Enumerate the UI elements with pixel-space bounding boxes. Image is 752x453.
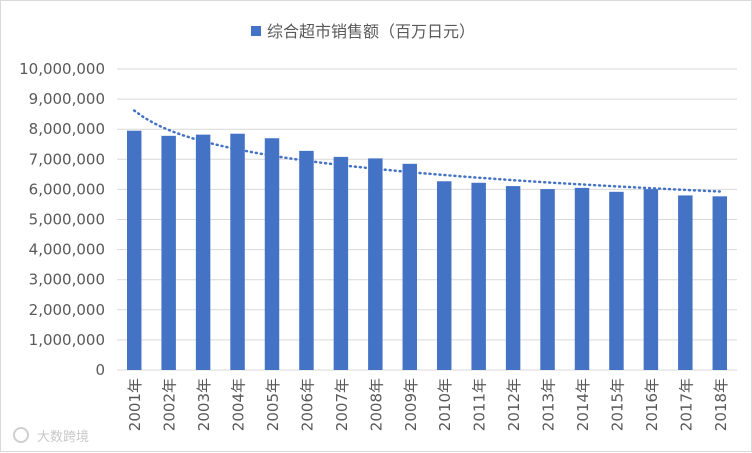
y-tick-label: 8,000,000 — [29, 120, 105, 138]
x-tick-label: 2016年 — [643, 378, 661, 431]
legend-swatch — [251, 26, 261, 36]
x-tick-label: 2001年 — [126, 378, 144, 431]
y-tick-label: 3,000,000 — [29, 271, 105, 289]
x-tick-label: 2012年 — [505, 378, 523, 431]
y-axis-ticks: 0 1,000,000 2,000,000 3,000,000 4,000,000 5,0… — [19, 60, 105, 379]
x-tick-label: 2013年 — [540, 378, 558, 431]
x-tick-label: 2017年 — [677, 378, 695, 431]
bar — [402, 163, 418, 370]
y-tick-label: 9,000,000 — [29, 90, 105, 108]
bar — [195, 134, 211, 370]
y-tick-label: 2,000,000 — [29, 301, 105, 319]
bar — [333, 156, 349, 370]
bar — [505, 186, 521, 370]
bar — [609, 191, 624, 370]
x-tick-label: 2014年 — [574, 378, 592, 431]
x-tick-label: 2006年 — [298, 378, 316, 431]
x-tick-label: 2009年 — [402, 378, 420, 431]
watermark-text: 大数跨境 — [37, 430, 89, 445]
y-tick-label: 5,000,000 — [29, 211, 105, 229]
bar — [712, 196, 728, 370]
x-tick-label: 2015年 — [608, 378, 626, 431]
x-axis-ticks: 2001年 2002年 2003年 2004年 2005年 2006年 2007年 2008年… — [126, 378, 730, 431]
bars — [126, 130, 728, 370]
x-tick-label: 2011年 — [471, 378, 489, 431]
bar — [436, 181, 452, 370]
bar — [161, 135, 176, 370]
gridlines — [117, 68, 737, 371]
bar — [230, 133, 245, 370]
trendline — [132, 109, 722, 193]
bar — [540, 189, 555, 370]
x-tick-label: 2004年 — [230, 378, 248, 431]
bar — [368, 158, 383, 370]
y-tick-label: 6,000,000 — [29, 180, 105, 198]
x-tick-label: 2002年 — [161, 378, 179, 431]
watermark: 大数跨境 — [13, 427, 89, 445]
y-tick-label: 7,000,000 — [29, 150, 105, 168]
bar — [471, 182, 486, 370]
y-tick-label: 0 — [95, 361, 105, 379]
y-tick-label: 1,000,000 — [29, 331, 105, 349]
x-tick-label: 2007年 — [333, 378, 351, 431]
watermark-logo-icon — [13, 427, 29, 443]
legend: 综合超市销售额（百万日元） — [251, 22, 475, 41]
x-tick-label: 2018年 — [712, 378, 730, 431]
bar — [126, 130, 142, 370]
bar — [643, 189, 659, 370]
legend-label: 综合超市销售额（百万日元） — [267, 22, 475, 41]
bar — [678, 195, 693, 370]
x-tick-label: 2008年 — [367, 378, 385, 431]
x-tick-label: 2005年 — [264, 378, 282, 431]
bar — [264, 138, 280, 370]
bar — [574, 187, 590, 370]
bar — [299, 150, 314, 370]
y-tick-label: 10,000,000 — [19, 60, 105, 78]
x-tick-label: 2003年 — [195, 378, 213, 431]
x-tick-label: 2010年 — [436, 378, 454, 431]
y-tick-label: 4,000,000 — [29, 241, 105, 259]
